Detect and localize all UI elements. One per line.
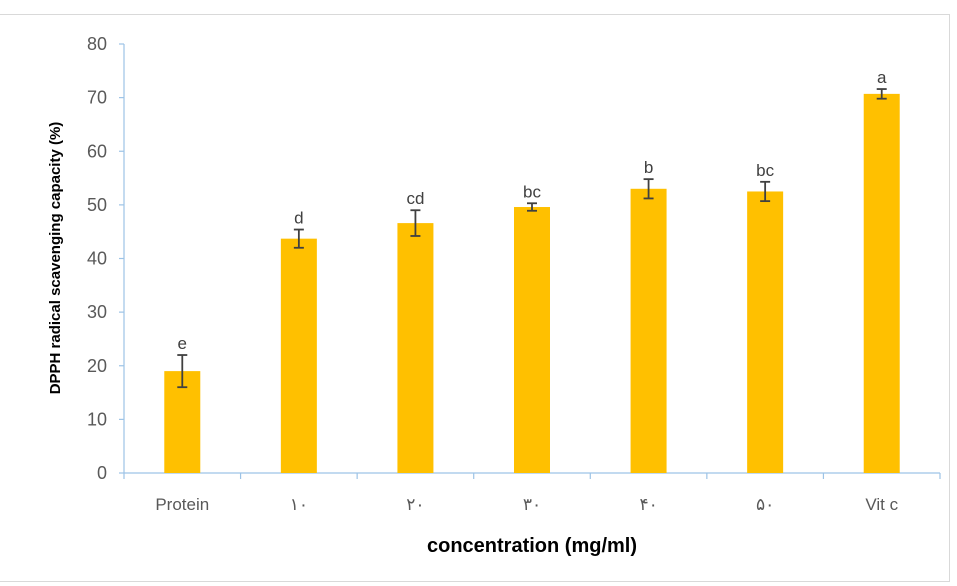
x-tick-label: ۴٠ (639, 495, 657, 514)
error-bar (410, 209, 421, 237)
bar (397, 223, 434, 473)
y-axis: 0 10 20 30 40 50 60 70 80 (87, 34, 125, 483)
bar (630, 188, 667, 473)
x-axis: Protein ١٠ ٢٠ ٣٠ ۴٠ ۵٠ Vit c (123, 472, 941, 514)
y-tick-label: 60 (87, 141, 107, 161)
x-axis-title: concentration (mg/ml) (427, 535, 637, 557)
x-tick-label: ٣٠ (523, 495, 541, 514)
chart-frame (0, 14, 950, 582)
y-tick-label: 80 (87, 34, 107, 54)
error-bar (760, 180, 771, 203)
data-label: cd (406, 189, 424, 208)
data-label: bc (523, 182, 541, 201)
y-tick-label: 20 (87, 356, 107, 376)
bar (280, 238, 317, 473)
y-axis-title: DPPH radical scavenging capacity (%) (47, 122, 64, 395)
x-tick-label: Protein (155, 495, 209, 514)
error-bar (643, 178, 654, 200)
y-tick-label: 0 (97, 463, 107, 483)
bar (863, 93, 900, 473)
error-bars (177, 88, 887, 389)
x-tick-label: ٢٠ (406, 495, 424, 514)
y-tick-label: 40 (87, 249, 107, 269)
bar (747, 191, 784, 473)
error-bar (177, 354, 188, 389)
data-label: d (294, 209, 303, 228)
error-bar (293, 228, 304, 249)
data-label: e (178, 334, 187, 353)
x-tick-label: ۵٠ (756, 495, 774, 514)
y-tick-label: 10 (87, 409, 107, 429)
data-labels: e d cd bc b bc a (178, 68, 887, 353)
error-bar (527, 202, 537, 212)
x-tick-label: ١٠ (290, 495, 308, 514)
data-label: bc (756, 161, 774, 180)
data-label: a (877, 68, 887, 87)
y-tick-label: 30 (87, 302, 107, 322)
data-label: b (644, 158, 653, 177)
bars (164, 93, 900, 473)
bar (514, 207, 550, 473)
y-tick-label: 70 (87, 88, 107, 108)
x-tick-label: Vit c (865, 495, 898, 514)
error-bar (876, 88, 887, 100)
y-tick-label: 50 (87, 195, 107, 215)
